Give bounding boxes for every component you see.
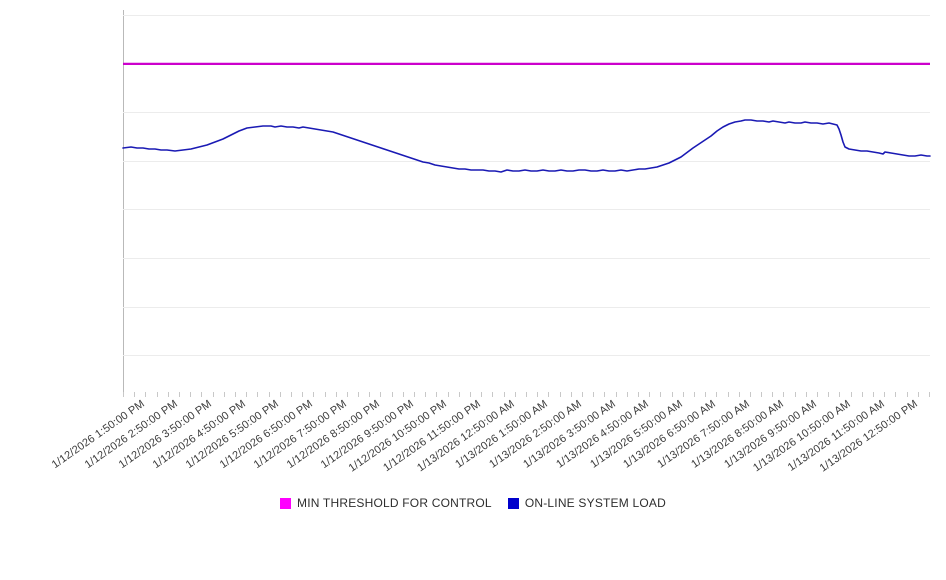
x-axis-tick	[895, 392, 897, 397]
x-axis-tick	[313, 392, 315, 397]
chart-legend: MIN THRESHOLD FOR CONTROL ON-LINE SYSTEM …	[0, 496, 946, 510]
legend-label: MIN THRESHOLD FOR CONTROL	[297, 496, 492, 510]
x-axis-tick	[727, 392, 729, 397]
x-axis-tick	[805, 392, 807, 397]
x-axis-tick	[234, 392, 236, 397]
gridline	[123, 306, 930, 308]
x-axis-tick	[526, 392, 527, 397]
x-axis-tick	[693, 392, 695, 397]
x-axis-tick	[604, 392, 606, 397]
x-axis-tick	[369, 392, 371, 397]
x-axis-tick	[123, 392, 124, 397]
x-axis-tick	[436, 392, 438, 397]
x-axis-tick	[839, 392, 841, 397]
x-axis-tick	[134, 392, 136, 397]
x-axis-tick-band	[123, 392, 930, 398]
x-axis-tick	[481, 392, 483, 397]
x-axis-tick	[817, 392, 819, 397]
x-axis-tick	[738, 392, 740, 397]
x-axis-tick	[906, 392, 908, 397]
x-axis-tick	[772, 392, 774, 397]
x-axis-tick	[492, 392, 494, 397]
x-axis-tick	[615, 392, 617, 397]
x-axis-tick	[503, 392, 505, 397]
y-axis-line	[123, 10, 124, 392]
x-axis-tick	[346, 392, 348, 397]
x-axis-tick	[201, 392, 203, 397]
gridline	[123, 258, 930, 259]
legend-item[interactable]: ON-LINE SYSTEM LOAD	[507, 496, 666, 510]
x-axis-tick	[167, 392, 169, 397]
x-axis-tick	[380, 392, 382, 397]
legend-label: ON-LINE SYSTEM LOAD	[524, 496, 666, 510]
legend-swatch-icon	[280, 497, 292, 509]
x-axis-tick	[178, 392, 180, 397]
x-axis-tick	[794, 392, 796, 397]
x-axis-tick	[514, 392, 516, 397]
online-system-load-line	[123, 120, 930, 172]
gridline	[123, 160, 930, 162]
x-axis-tick	[929, 392, 930, 397]
x-axis-tick	[861, 392, 863, 397]
x-axis-tick	[761, 392, 763, 397]
x-axis-tick	[470, 392, 472, 397]
x-axis-tick	[581, 392, 583, 397]
x-axis-tick	[873, 392, 875, 397]
x-axis-tick	[279, 392, 281, 397]
x-axis-tick	[783, 392, 785, 397]
gridline	[123, 15, 930, 16]
x-axis-tick	[660, 392, 662, 397]
x-axis-tick	[268, 392, 270, 397]
x-axis-tick	[458, 392, 460, 397]
x-axis-tick	[828, 392, 830, 397]
x-axis-tick	[402, 392, 404, 397]
legend-swatch-icon	[507, 497, 519, 509]
x-axis-tick	[637, 392, 639, 397]
x-axis-tick	[391, 392, 393, 397]
x-axis-tick	[716, 392, 718, 397]
x-axis-tick	[917, 392, 919, 397]
gridline	[123, 355, 930, 357]
x-axis-tick	[223, 392, 225, 397]
x-axis-tick	[537, 392, 539, 397]
x-axis-tick	[671, 392, 673, 397]
x-axis-tick	[190, 392, 192, 397]
series-layer	[123, 10, 930, 392]
x-axis-tick	[212, 392, 214, 397]
x-axis-tick	[335, 392, 337, 397]
x-axis-tick	[358, 392, 360, 397]
x-axis-tick	[324, 392, 326, 397]
x-axis-tick	[447, 392, 449, 397]
line-chart: 1/12/2026 1:50:00 PM 1/12/2026 2:50:00 PM…	[0, 10, 946, 510]
x-axis-tick	[156, 392, 158, 397]
plot-area	[123, 10, 930, 392]
x-axis-tick	[682, 392, 684, 397]
x-axis-tick	[302, 392, 304, 397]
x-axis-tick	[570, 392, 572, 397]
legend-item[interactable]: MIN THRESHOLD FOR CONTROL	[280, 496, 492, 510]
x-axis-tick	[145, 392, 147, 397]
x-axis-tick	[626, 392, 628, 397]
x-axis-tick	[884, 392, 886, 397]
x-axis-tick	[290, 392, 292, 397]
x-axis-tick	[257, 392, 259, 397]
x-axis-tick	[593, 392, 595, 397]
gridline	[123, 112, 930, 114]
x-axis-tick	[749, 392, 751, 397]
x-axis-tick	[425, 392, 427, 397]
x-axis-tick	[850, 392, 852, 397]
gridline	[123, 209, 930, 211]
x-axis-tick	[414, 392, 416, 397]
x-axis-labels: 1/12/2026 1:50:00 PM 1/12/2026 2:50:00 PM…	[0, 398, 946, 490]
x-axis-tick	[559, 392, 561, 397]
x-axis-tick	[649, 392, 651, 397]
x-axis-tick	[548, 392, 550, 397]
x-axis-tick	[246, 392, 248, 397]
x-axis-tick	[705, 392, 707, 397]
